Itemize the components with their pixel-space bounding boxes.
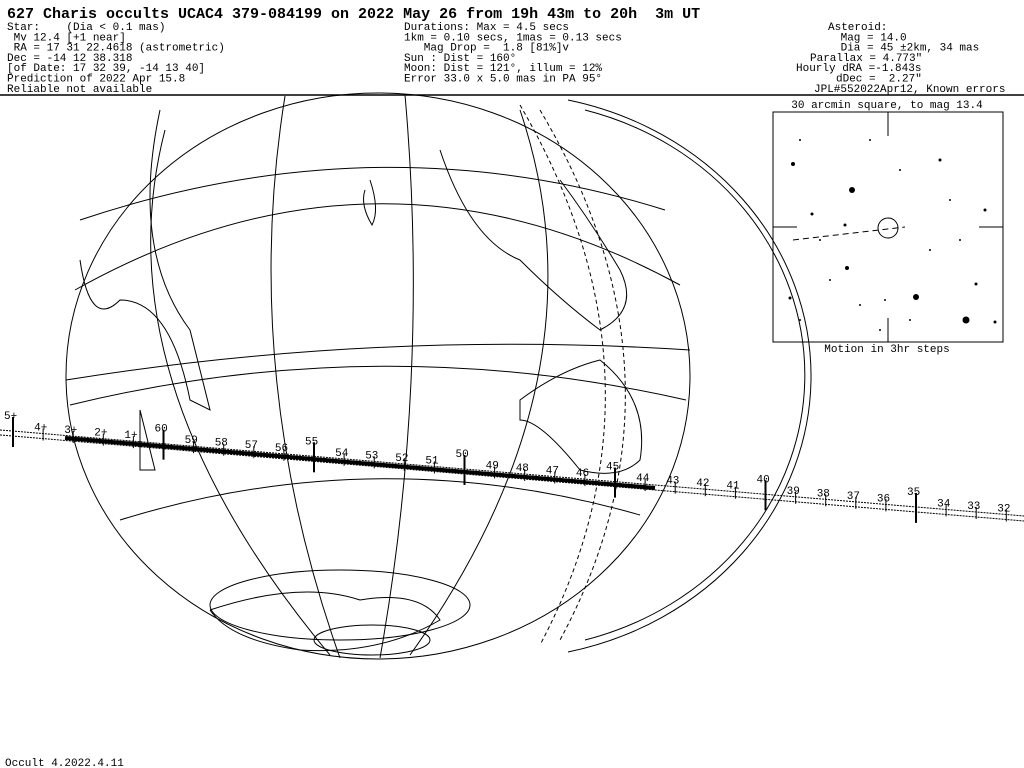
time-label: 36 xyxy=(877,493,890,505)
event-info: Mag Drop = 1.8 [81%]v xyxy=(404,43,569,55)
time-label: 43 xyxy=(666,476,679,488)
star xyxy=(929,249,931,251)
time-label: 56 xyxy=(275,443,288,455)
event-info: 1km = 0.10 secs, 1mas = 0.13 secs xyxy=(404,32,622,44)
star xyxy=(810,212,814,216)
time-label: 3+ xyxy=(64,425,77,437)
finder-title: 30 arcmin square, to mag 13.4 xyxy=(791,100,983,112)
time-label: 50 xyxy=(456,449,469,461)
star-info: Mv 12.4 [+1 near] xyxy=(7,32,126,44)
star xyxy=(974,282,978,286)
finder-caption: Motion in 3hr steps xyxy=(824,344,949,356)
star xyxy=(884,299,886,301)
star xyxy=(949,199,951,201)
star xyxy=(799,319,801,321)
time-label: 34 xyxy=(937,498,951,510)
time-label: 46 xyxy=(576,468,589,480)
time-label: 49 xyxy=(486,460,499,472)
star-info: Dec = -14 12 38.318 xyxy=(7,53,132,65)
time-label: 58 xyxy=(215,438,228,450)
asteroid-info: Asteroid: xyxy=(828,22,887,34)
time-label: 60 xyxy=(155,424,168,436)
star xyxy=(909,319,911,321)
star-info: [of Date: 17 32 39, -14 13 40] xyxy=(7,63,205,75)
star xyxy=(869,139,871,141)
star xyxy=(843,223,847,227)
time-label: 1+ xyxy=(124,430,137,442)
star xyxy=(993,320,997,324)
time-label: 40 xyxy=(757,474,770,486)
star xyxy=(959,239,961,241)
asteroid-info: Parallax = 4.773" xyxy=(810,53,922,65)
time-label: 32 xyxy=(997,503,1010,515)
time-label: 55 xyxy=(305,436,318,448)
footer: Occult 4.2022.4.11 xyxy=(5,758,124,768)
asteroid-info: Mag = 14.0 xyxy=(834,32,907,44)
asteroid-info: Dia = 45 ±2km, 34 mas xyxy=(834,43,979,55)
time-label: 33 xyxy=(967,501,980,513)
time-label: 4+ xyxy=(34,423,47,435)
event-info: Sun : Dist = 160° xyxy=(404,53,516,65)
time-label: 2+ xyxy=(94,428,107,440)
time-label: 5+ xyxy=(4,411,17,423)
time-label: 39 xyxy=(787,486,800,498)
time-label: 38 xyxy=(817,488,830,500)
title: 627 Charis occults UCAC4 379-084199 on 2… xyxy=(7,6,700,23)
shadow-path: 5+ 4+ 3+ 2+ 1+ 60 59 58 57 56 55 54 53 52 51 50 49 48 47 46… xyxy=(0,411,1024,523)
star xyxy=(799,139,801,141)
star-info: RA = 17 31 22.4618 (astrometric) xyxy=(7,43,225,55)
time-label: 54 xyxy=(335,448,349,460)
star xyxy=(788,296,792,300)
globe xyxy=(65,92,812,660)
time-label: 44 xyxy=(636,473,650,485)
event-info: Moon: Dist = 121°, illum = 12% xyxy=(404,63,602,75)
time-label: 48 xyxy=(516,463,529,475)
event-info: Error 33.0 x 5.0 mas in PA 95° xyxy=(404,74,602,86)
star-info: Star: (Dia < 0.1 mas) xyxy=(7,22,165,34)
time-label: 57 xyxy=(245,440,258,452)
star xyxy=(829,279,831,281)
time-label: 37 xyxy=(847,491,860,503)
time-label: 45 xyxy=(606,462,619,474)
time-label: 35 xyxy=(907,487,920,499)
star-info: Prediction of 2022 Apr 15.8 xyxy=(7,74,185,86)
asteroid-info: dDec = 2.27" xyxy=(836,74,922,86)
star xyxy=(913,294,919,300)
time-label: 42 xyxy=(696,478,709,490)
star xyxy=(791,162,795,166)
finder-chart: 30 arcmin square, to mag 13.4 Motion in … xyxy=(772,100,1004,356)
time-label: 51 xyxy=(425,455,439,467)
asteroid-info: Hourly dRA =-1.843s xyxy=(796,63,921,75)
star xyxy=(849,187,855,193)
star xyxy=(938,158,942,162)
time-label: 41 xyxy=(726,481,740,493)
star xyxy=(983,208,987,212)
star xyxy=(879,329,881,331)
star xyxy=(899,169,901,171)
time-label: 47 xyxy=(546,466,559,478)
star xyxy=(819,239,821,241)
time-label: 53 xyxy=(365,450,378,462)
asteroid-info: JPL#552022Apr12, Known errors xyxy=(814,84,1005,96)
time-label: 52 xyxy=(395,453,408,465)
time-label: 59 xyxy=(185,435,198,447)
star xyxy=(962,316,970,324)
star-info: Reliable not available xyxy=(7,84,152,96)
star xyxy=(845,266,849,270)
star xyxy=(859,304,861,306)
event-info: Durations: Max = 4.5 secs xyxy=(404,22,569,34)
